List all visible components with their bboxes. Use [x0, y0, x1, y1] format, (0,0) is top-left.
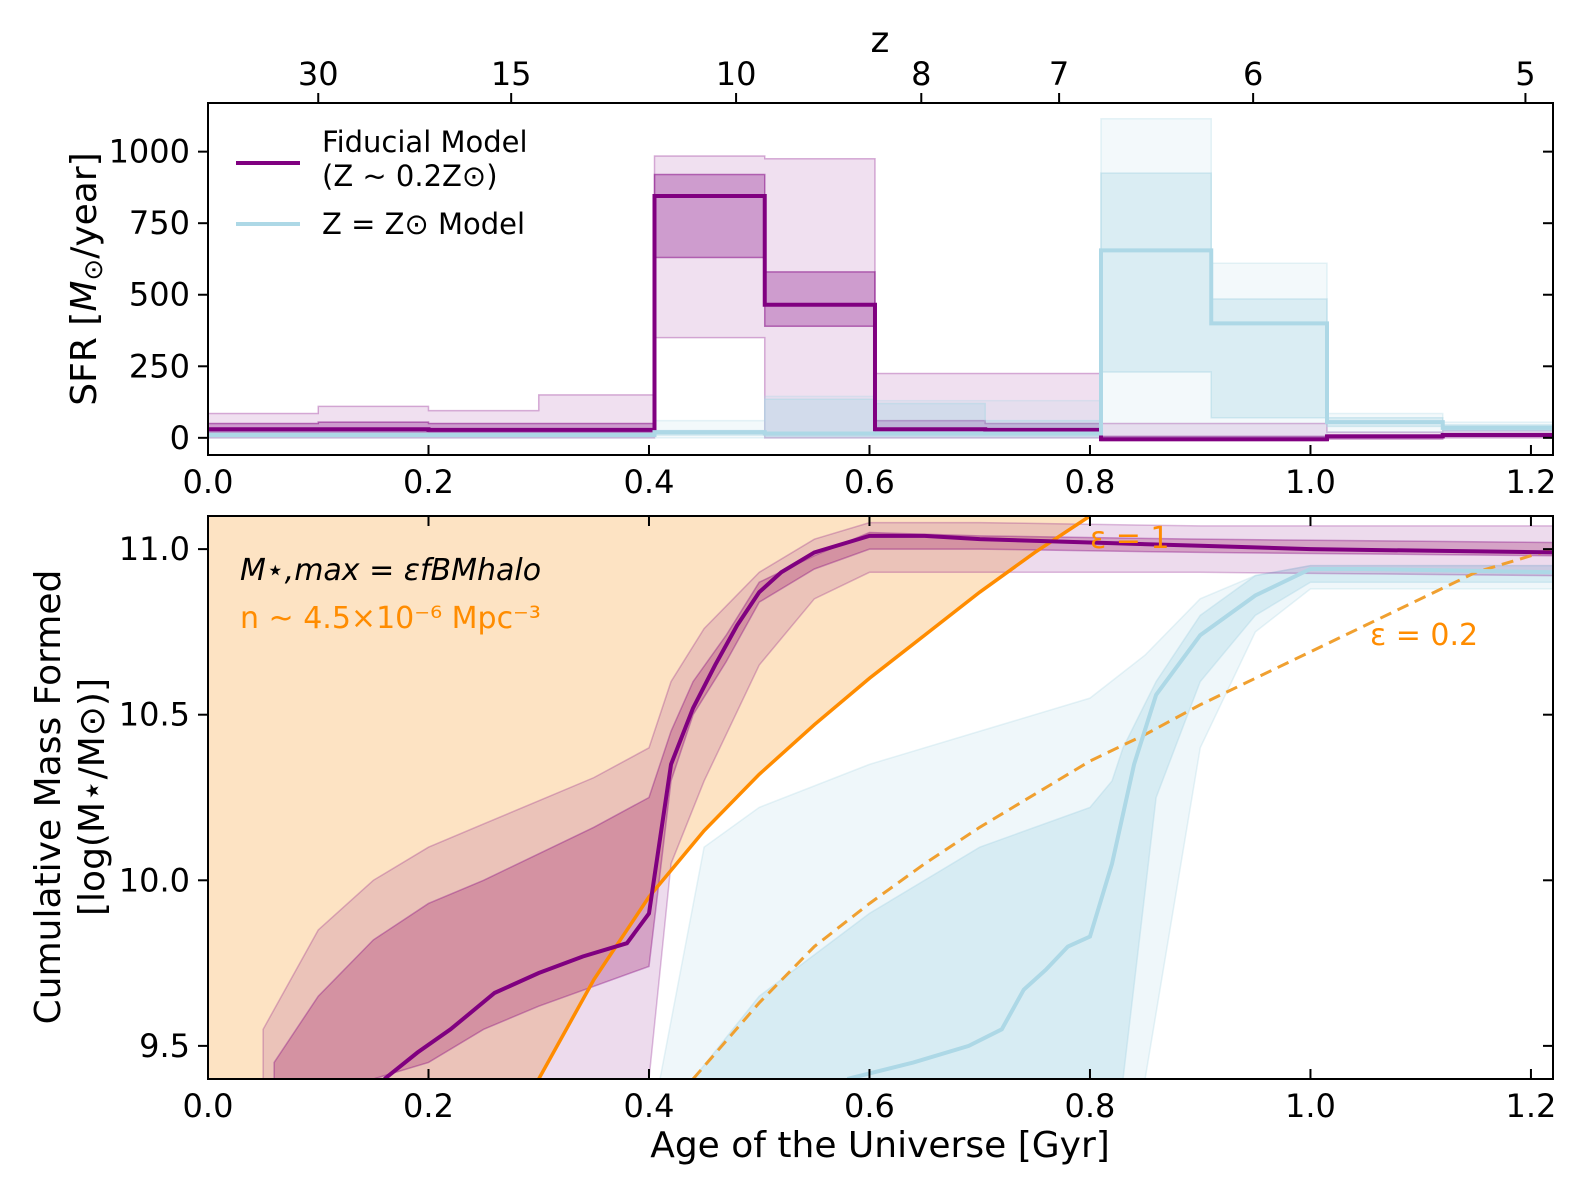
sfr-inner-band-fiducial	[208, 173, 1553, 441]
sfr-ytick-label: 500	[129, 276, 190, 314]
mass-ytick-label: 10.5	[119, 696, 190, 734]
mass-median-solar	[846, 566, 1553, 1079]
mass-outer-band-fiducial	[262, 521, 1553, 1079]
sfr-xtick-label: 1.2	[1506, 463, 1557, 501]
sfr-panel-frame	[207, 102, 1554, 456]
mass-ylabel-line1: Cumulative Mass Formed	[28, 570, 69, 1025]
mass-ylabel-line2: [log(M⋆/M⊙)]	[72, 678, 113, 916]
annotation-density: n ~ 4.5×10⁻⁶ Mpc⁻³	[240, 601, 541, 636]
z-tick-label: 10	[716, 55, 757, 93]
annotation-eps02: ε = 0.2	[1370, 618, 1478, 653]
mass-xtick-label: 1.2	[1506, 1087, 1557, 1125]
mass-inner-band-fiducial	[273, 531, 1553, 1079]
sfr-ylabel: SFR [M⊙/year]	[64, 152, 109, 405]
mass-xtick-label: 0.2	[403, 1087, 454, 1125]
mass-panel: 0.0 0.2 0.4 0.6 0.8 1.0 1.2 9.5 10.0 10.5 11.0 Age…	[28, 515, 1557, 1166]
z-tick-label: 5	[1515, 55, 1535, 93]
mass-xtick-label: 0.0	[183, 1087, 234, 1125]
z-tick-label: 6	[1243, 55, 1263, 93]
annotation-eps1: ε = 1	[1090, 521, 1170, 556]
sfr-ytick-label: 250	[129, 347, 190, 385]
sfr-ytick-label: 750	[129, 204, 190, 242]
mass-xlabel: Age of the Universe [Gyr]	[650, 1125, 1110, 1166]
mass-ytick-label: 9.5	[139, 1027, 190, 1065]
sfr-xtick-label: 0.0	[183, 463, 234, 501]
z-tick-label: 30	[298, 55, 339, 93]
sfr-ylabel-var: M	[64, 281, 105, 312]
z-tick-label: 15	[491, 55, 532, 93]
legend-label-fiducial-z: (Z ~ 0.2Z⊙)	[322, 159, 498, 193]
mass-xtick-label: 1.0	[1285, 1087, 1336, 1125]
sfr-xtick-label: 0.2	[403, 463, 454, 501]
sfr-xtick-label: 0.8	[1065, 463, 1116, 501]
mass-median-fiducial	[383, 533, 1553, 1079]
limit-curve-eps-0-2	[691, 547, 1553, 1079]
mass-ytick-label: 11.0	[119, 530, 190, 568]
annotation-formula: M⋆,max = εfBMhalo	[240, 553, 541, 588]
sfr-ylabel-sub: ⊙	[79, 259, 109, 281]
mass-xtick-label: 0.8	[1065, 1087, 1116, 1125]
sfr-ylabel-suffix: /year]	[64, 152, 105, 259]
sfr-ytick-label: 1000	[109, 133, 190, 171]
mass-plot-area	[208, 516, 1553, 1079]
sfr-xtick-label: 0.6	[844, 463, 895, 501]
top-axis-label: z	[871, 20, 890, 61]
legend-label-fiducial: Fiducial Model	[322, 125, 528, 159]
sfr-median-solar	[208, 248, 1553, 437]
sfr-xtick-label: 1.0	[1285, 463, 1336, 501]
sfr-axes-ticks: 0.0 0.2 0.4 0.6 0.8 1.0 1.2 0 250 500 750 1000 30 15 1…	[109, 55, 1557, 501]
mass-ytick-label: 10.0	[119, 861, 190, 899]
sfr-inner-band-solar	[208, 172, 1553, 438]
sfr-median-fiducial	[208, 194, 1553, 442]
sfr-outer-band-fiducial	[208, 155, 1553, 442]
mass-xtick-label: 0.6	[844, 1087, 895, 1125]
sfr-plot-area	[208, 117, 1553, 442]
excluded-region	[208, 516, 1090, 1079]
mass-outer-band-solar	[659, 564, 1553, 1079]
mass-xtick-label: 0.4	[624, 1087, 675, 1125]
z-tick-label: 8	[911, 55, 931, 93]
sfr-xtick-label: 0.4	[624, 463, 675, 501]
legend-label-solar: Z = Z⊙ Model	[322, 207, 525, 241]
limit-curve-eps-1	[537, 516, 1091, 1079]
sfr-ylabel-prefix: SFR [	[64, 312, 105, 406]
mass-axes-ticks: 0.0 0.2 0.4 0.6 0.8 1.0 1.2 9.5 10.0 10.5 11.0	[119, 516, 1557, 1125]
sfr-ytick-label: 0	[170, 419, 190, 457]
z-tick-label: 7	[1049, 55, 1069, 93]
mass-panel-frame	[207, 515, 1554, 1080]
legend: Fiducial Model (Z ~ 0.2Z⊙) Z = Z⊙ Model	[236, 125, 528, 241]
sfr-panel: 0.0 0.2 0.4 0.6 0.8 1.0 1.2 0 250 500 750 1000 30 15 1…	[64, 20, 1556, 501]
